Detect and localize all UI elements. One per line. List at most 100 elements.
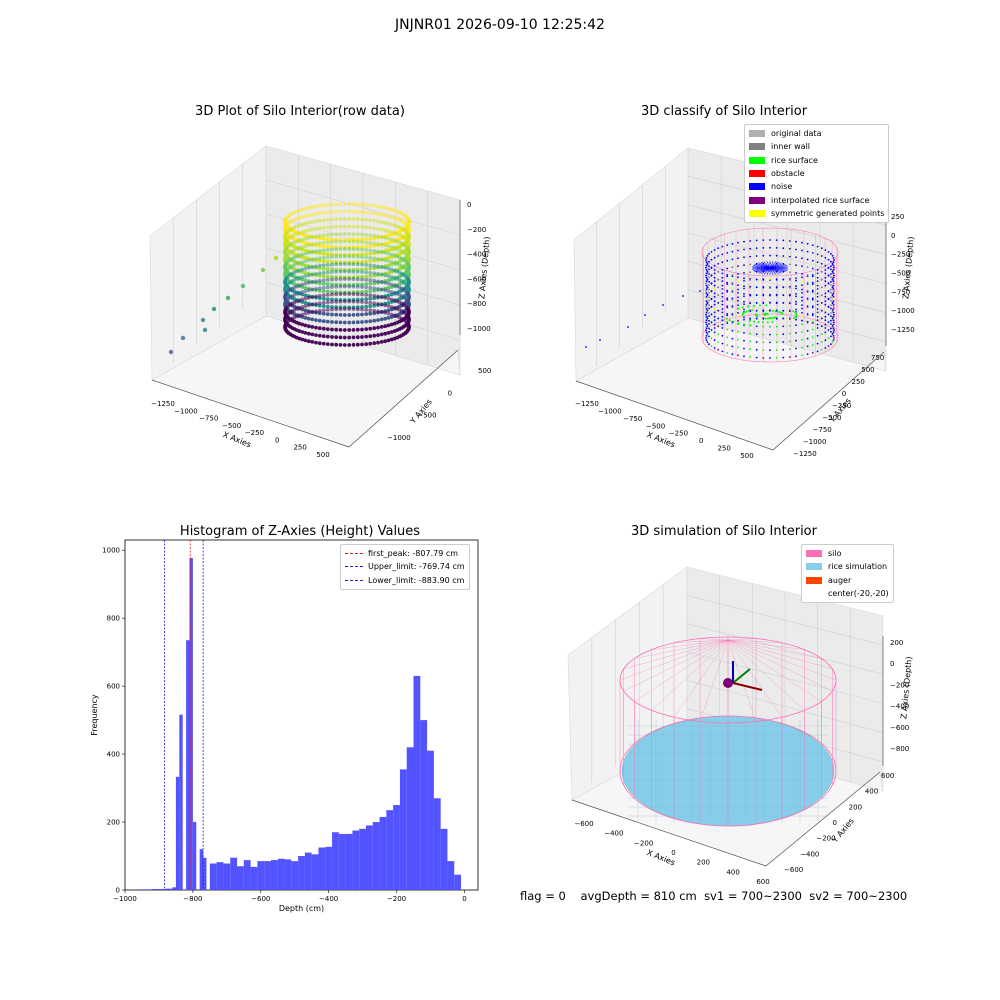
- p2-point: [824, 300, 827, 303]
- legend-label: rice surface: [771, 155, 818, 165]
- p2-point: [831, 254, 834, 257]
- p1-point: [347, 209, 352, 214]
- p2-point: [705, 274, 707, 277]
- p1-point: [389, 230, 394, 234]
- p2-point: [743, 332, 745, 334]
- p2-point: [743, 316, 745, 319]
- p1-point: [317, 301, 322, 306]
- p2-point: [769, 293, 771, 296]
- p1-point: [325, 312, 330, 316]
- p2-z-tick: −500: [891, 270, 910, 278]
- p2-point: [755, 333, 758, 336]
- p2-point: [708, 260, 710, 263]
- p1-point: [355, 327, 360, 332]
- p1-point: [334, 202, 339, 207]
- p3-histogram-bar: [304, 852, 312, 890]
- p2-point: [731, 305, 734, 308]
- p2-point: [743, 264, 745, 266]
- p1-point: [321, 274, 326, 279]
- p2-point: [788, 279, 791, 281]
- p2-y-tick: −500: [822, 414, 841, 422]
- p2-point: [830, 299, 832, 302]
- p2-point: [706, 270, 709, 273]
- p1-point: [330, 247, 334, 252]
- p1-point: [300, 312, 305, 317]
- p2-point: [820, 301, 823, 304]
- p2-y-tick: −750: [813, 426, 832, 434]
- p2-point: [713, 269, 716, 271]
- p3-histogram-bar: [298, 856, 305, 890]
- p2-point: [710, 337, 713, 340]
- p1-point: [330, 255, 334, 259]
- p3-histogram-bar: [250, 866, 258, 890]
- p1-point: [389, 215, 394, 219]
- p1-point: [389, 222, 394, 227]
- p1-point: [330, 217, 334, 222]
- p2-point: [726, 267, 729, 270]
- p1-point: [379, 340, 384, 344]
- p2-point: [816, 295, 819, 298]
- p2-point: [788, 324, 791, 327]
- p1-point: [317, 203, 322, 208]
- p1-point: [389, 297, 394, 302]
- p2-point: [726, 298, 729, 301]
- p2-point: [795, 318, 797, 321]
- p1-point: [372, 308, 377, 313]
- p1-point: [297, 313, 302, 318]
- p1-point: [297, 246, 302, 250]
- p2-point: [811, 275, 814, 278]
- p1-point: [364, 285, 369, 290]
- p4-y-tick: 400: [865, 788, 878, 796]
- p3-histogram-bar: [413, 675, 421, 890]
- p2-point: [762, 301, 765, 304]
- p2-point: [749, 340, 752, 343]
- p3-histogram-bar: [379, 816, 387, 890]
- p4-y-tick: −200: [816, 835, 835, 843]
- p1-outlier-point: [200, 317, 206, 323]
- legend-label: center(-20,-20): [828, 589, 889, 599]
- p1-point: [300, 305, 305, 309]
- p2-point: [737, 284, 739, 286]
- p1-point: [372, 248, 377, 253]
- p2-point: [749, 294, 752, 297]
- p1-point: [351, 313, 356, 317]
- p2-point: [717, 317, 720, 320]
- p1-point: [325, 285, 330, 290]
- p1-point: [372, 241, 377, 246]
- p2-point: [721, 319, 724, 322]
- p1-point: [325, 300, 330, 305]
- p1-point: [368, 225, 373, 230]
- p4-gridline: [686, 651, 884, 704]
- p2-point: [713, 315, 716, 318]
- p1-point: [386, 301, 391, 305]
- p1-point: [334, 292, 339, 297]
- p1-point: [334, 217, 339, 222]
- p2-point: [769, 333, 771, 336]
- p1-point: [372, 293, 377, 298]
- p1-point: [310, 310, 315, 314]
- p2-point: [743, 300, 745, 303]
- p1-point: [406, 218, 411, 223]
- p1-point: [379, 235, 384, 240]
- p1-y-tick: 0: [448, 389, 452, 397]
- p2-point: [710, 282, 713, 284]
- p1-point: [376, 294, 380, 299]
- p2-point: [769, 325, 771, 328]
- legend-swatch: [806, 550, 822, 558]
- p2-point: [710, 266, 713, 269]
- p2-point: [705, 339, 708, 341]
- p1-point: [303, 221, 308, 226]
- p4-roof-line: [727, 639, 822, 659]
- p2-point: [737, 338, 739, 341]
- p3-histogram-bar: [372, 822, 380, 890]
- p1-point: [389, 207, 394, 212]
- p1-point: [347, 343, 352, 347]
- p2-point: [788, 271, 791, 274]
- p2-point: [832, 269, 835, 271]
- p2-point: [832, 261, 835, 263]
- p1-x-tick: 0: [275, 436, 279, 444]
- p2-point: [713, 264, 716, 267]
- p1-point: [342, 239, 347, 244]
- p2-point: [830, 327, 832, 330]
- p1-point: [314, 249, 318, 254]
